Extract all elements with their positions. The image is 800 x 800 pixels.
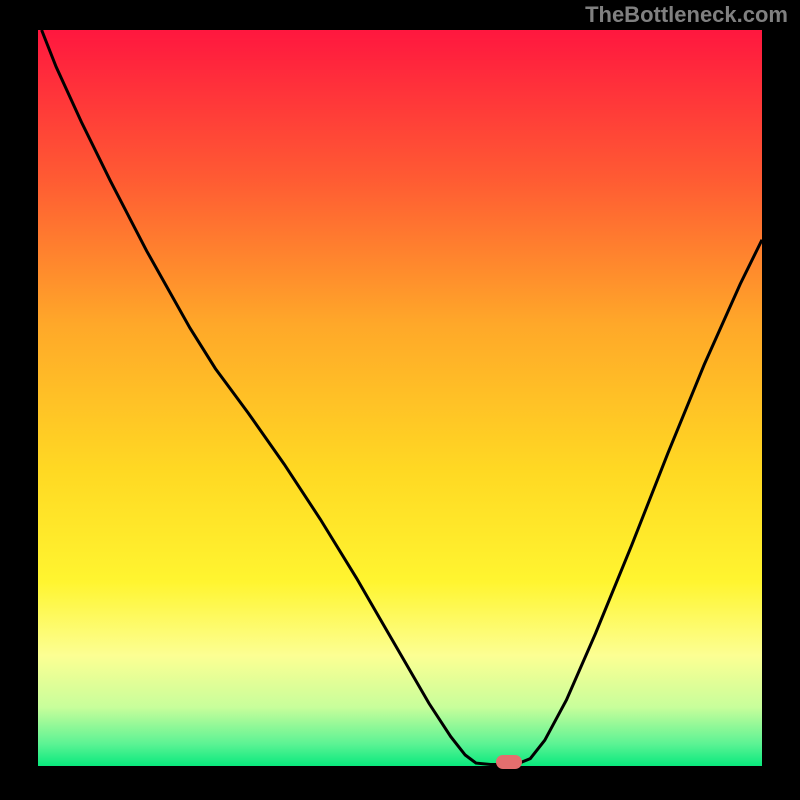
watermark-text: TheBottleneck.com: [585, 2, 788, 28]
chart-svg: [0, 0, 800, 800]
highlight-marker: [496, 755, 522, 769]
chart-stage: TheBottleneck.com: [0, 0, 800, 800]
